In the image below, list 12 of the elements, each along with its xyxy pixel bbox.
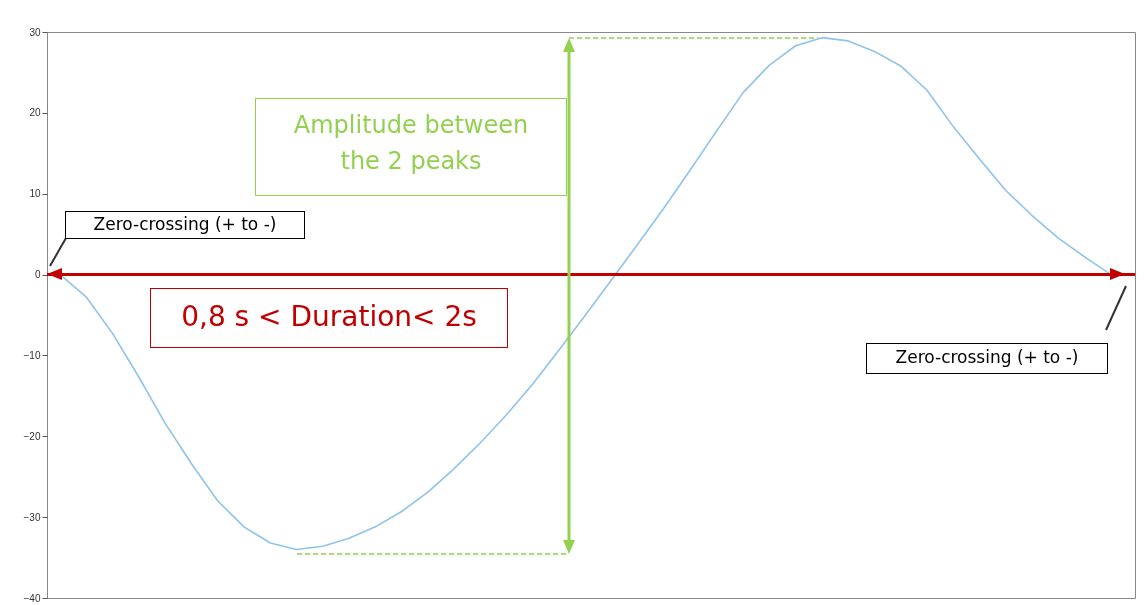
y-tick-label: −10: [23, 349, 41, 361]
y-tick-label: −30: [23, 511, 41, 523]
y-tick-label: 0: [34, 269, 41, 281]
y-tick-label: 10: [29, 188, 41, 200]
y-tick-label: −40: [23, 592, 41, 604]
y-tick-label: −20: [23, 430, 41, 442]
annotation: Zero-crossing (+ to -): [65, 211, 305, 239]
annotation: 0,8 s < Duration< 2s: [150, 288, 508, 348]
annotation: Zero-crossing (+ to -): [866, 343, 1108, 374]
y-tick-label: 30: [29, 26, 41, 38]
y-tick-label: 20: [29, 107, 41, 119]
annotation: Amplitude between the 2 peaks: [255, 98, 567, 196]
